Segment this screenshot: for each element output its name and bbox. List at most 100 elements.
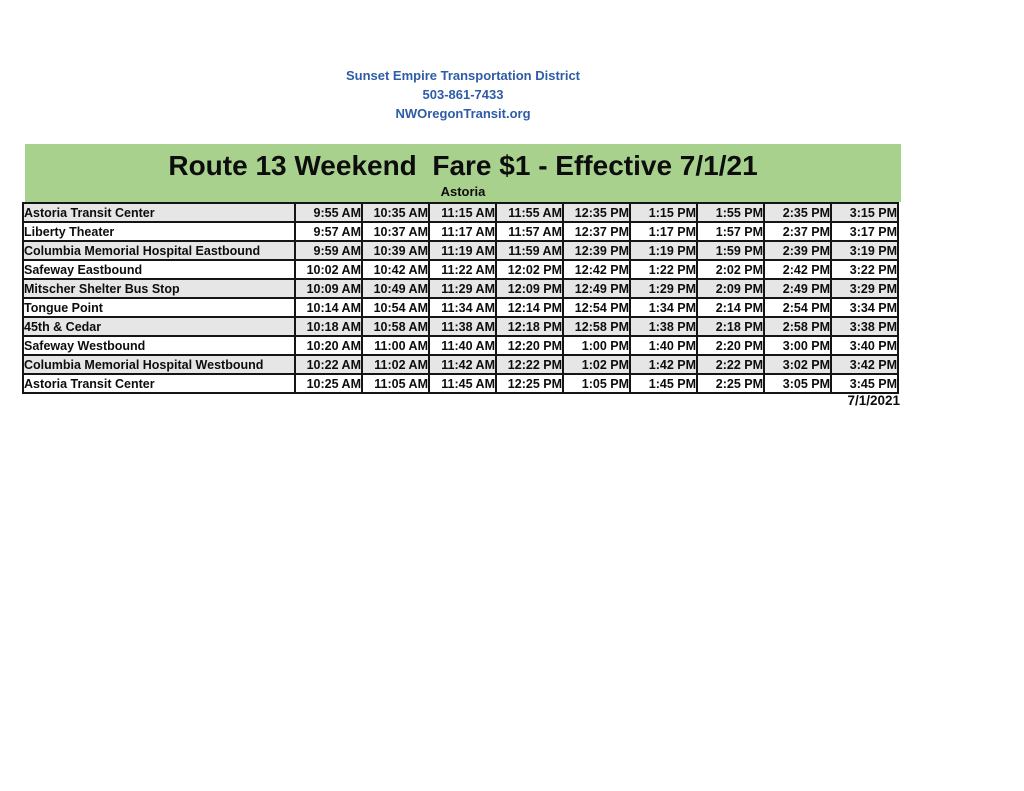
time-cell: 12:02 PM [495, 259, 564, 280]
route-subtitle: Astoria [440, 184, 486, 199]
time-cell: 9:57 AM [294, 221, 363, 242]
time-cell: 12:49 PM [562, 278, 631, 299]
time-cell: 2:54 PM [763, 297, 832, 318]
time-cell: 12:25 PM [495, 373, 564, 394]
time-cell: 10:42 AM [361, 259, 430, 280]
time-cell: 2:37 PM [763, 221, 832, 242]
time-cell: 1:59 PM [696, 240, 765, 261]
table-row: Astoria Transit Center 10:25 AM 11:05 AM 11… [22, 373, 899, 394]
time-cell: 11:57 AM [495, 221, 564, 242]
time-cell: 10:58 AM [361, 316, 430, 337]
table-row: Safeway Westbound 10:20 AM 11:00 AM 11:40 A… [22, 335, 899, 356]
stop-name-cell: Tongue Point [22, 297, 296, 318]
time-cell: 10:49 AM [361, 278, 430, 299]
time-cell: 11:05 AM [361, 373, 430, 394]
table-row: Mitscher Shelter Bus Stop 10:09 AM 10:49 A… [22, 278, 899, 299]
time-cell: 1:05 PM [562, 373, 631, 394]
time-cell: 3:40 PM [830, 335, 899, 356]
time-cell: 11:59 AM [495, 240, 564, 261]
time-cell: 1:45 PM [629, 373, 698, 394]
table-row: Columbia Memorial Hospital Westbound 10:2… [22, 354, 899, 375]
stop-name-cell: Liberty Theater [22, 221, 296, 242]
time-cell: 3:05 PM [763, 373, 832, 394]
time-cell: 12:18 PM [495, 316, 564, 337]
stop-name-cell: Columbia Memorial Hospital Eastbound [22, 240, 296, 261]
time-cell: 1:15 PM [629, 202, 698, 223]
table-row: Liberty Theater 9:57 AM 10:37 AM 11:17 AM 11… [22, 221, 899, 242]
time-cell: 10:25 AM [294, 373, 363, 394]
time-cell: 10:54 AM [361, 297, 430, 318]
time-cell: 10:22 AM [294, 354, 363, 375]
org-name: Sunset Empire Transportation District [345, 68, 581, 83]
time-cell: 12:09 PM [495, 278, 564, 299]
time-cell: 11:29 AM [428, 278, 497, 299]
time-cell: 11:02 AM [361, 354, 430, 375]
time-cell: 3:34 PM [830, 297, 899, 318]
time-cell: 12:22 PM [495, 354, 564, 375]
stop-name-cell: Columbia Memorial Hospital Westbound [22, 354, 296, 375]
time-cell: 2:20 PM [696, 335, 765, 356]
time-cell: 1:55 PM [696, 202, 765, 223]
time-cell: 3:45 PM [830, 373, 899, 394]
time-cell: 2:25 PM [696, 373, 765, 394]
time-cell: 1:40 PM [629, 335, 698, 356]
stop-name-cell: Astoria Transit Center [22, 373, 296, 394]
time-cell: 2:58 PM [763, 316, 832, 337]
time-cell: 10:02 AM [294, 259, 363, 280]
time-cell: 3:15 PM [830, 202, 899, 223]
time-cell: 2:39 PM [763, 240, 832, 261]
time-cell: 1:38 PM [629, 316, 698, 337]
time-cell: 1:34 PM [629, 297, 698, 318]
stop-name-cell: Mitscher Shelter Bus Stop [22, 278, 296, 299]
time-cell: 10:35 AM [361, 202, 430, 223]
time-cell: 9:59 AM [294, 240, 363, 261]
time-cell: 1:29 PM [629, 278, 698, 299]
time-cell: 2:22 PM [696, 354, 765, 375]
time-cell: 12:42 PM [562, 259, 631, 280]
time-cell: 1:19 PM [629, 240, 698, 261]
time-cell: 12:20 PM [495, 335, 564, 356]
contact-block: Sunset Empire Transportation District 50… [24, 66, 902, 123]
time-cell: 12:37 PM [562, 221, 631, 242]
table-row: Columbia Memorial Hospital Eastbound 9:59… [22, 240, 899, 261]
stop-name-cell: Astoria Transit Center [22, 202, 296, 223]
stop-name-cell: Safeway Eastbound [22, 259, 296, 280]
time-cell: 3:17 PM [830, 221, 899, 242]
route-banner: Route 13 Weekend Fare $1 - Effective 7/1… [25, 144, 901, 202]
time-cell: 2:09 PM [696, 278, 765, 299]
time-cell: 10:37 AM [361, 221, 430, 242]
time-cell: 11:40 AM [428, 335, 497, 356]
phone-number: 503-861-7433 [422, 87, 504, 102]
time-cell: 3:38 PM [830, 316, 899, 337]
time-cell: 11:45 AM [428, 373, 497, 394]
time-cell: 10:18 AM [294, 316, 363, 337]
time-cell: 12:54 PM [562, 297, 631, 318]
time-cell: 1:22 PM [629, 259, 698, 280]
time-cell: 11:38 AM [428, 316, 497, 337]
time-cell: 1:02 PM [562, 354, 631, 375]
table-row: Astoria Transit Center 9:55 AM 10:35 AM 11:… [22, 202, 899, 223]
time-cell: 10:09 AM [294, 278, 363, 299]
time-cell: 3:00 PM [763, 335, 832, 356]
time-cell: 3:02 PM [763, 354, 832, 375]
schedule-table-wrapper: Astoria Transit Center 9:55 AM 10:35 AM 11:… [22, 202, 899, 394]
time-cell: 12:14 PM [495, 297, 564, 318]
stop-name-cell: 45th & Cedar [22, 316, 296, 337]
time-cell: 10:20 AM [294, 335, 363, 356]
time-cell: 11:17 AM [428, 221, 497, 242]
time-cell: 3:22 PM [830, 259, 899, 280]
time-cell: 11:22 AM [428, 259, 497, 280]
time-cell: 1:00 PM [562, 335, 631, 356]
time-cell: 9:55 AM [294, 202, 363, 223]
time-cell: 1:17 PM [629, 221, 698, 242]
time-cell: 2:35 PM [763, 202, 832, 223]
time-cell: 3:19 PM [830, 240, 899, 261]
schedule-table: Astoria Transit Center 9:55 AM 10:35 AM 11:… [22, 202, 899, 394]
time-cell: 12:35 PM [562, 202, 631, 223]
time-cell: 11:55 AM [495, 202, 564, 223]
time-cell: 2:02 PM [696, 259, 765, 280]
time-cell: 11:19 AM [428, 240, 497, 261]
time-cell: 11:15 AM [428, 202, 497, 223]
time-cell: 2:42 PM [763, 259, 832, 280]
